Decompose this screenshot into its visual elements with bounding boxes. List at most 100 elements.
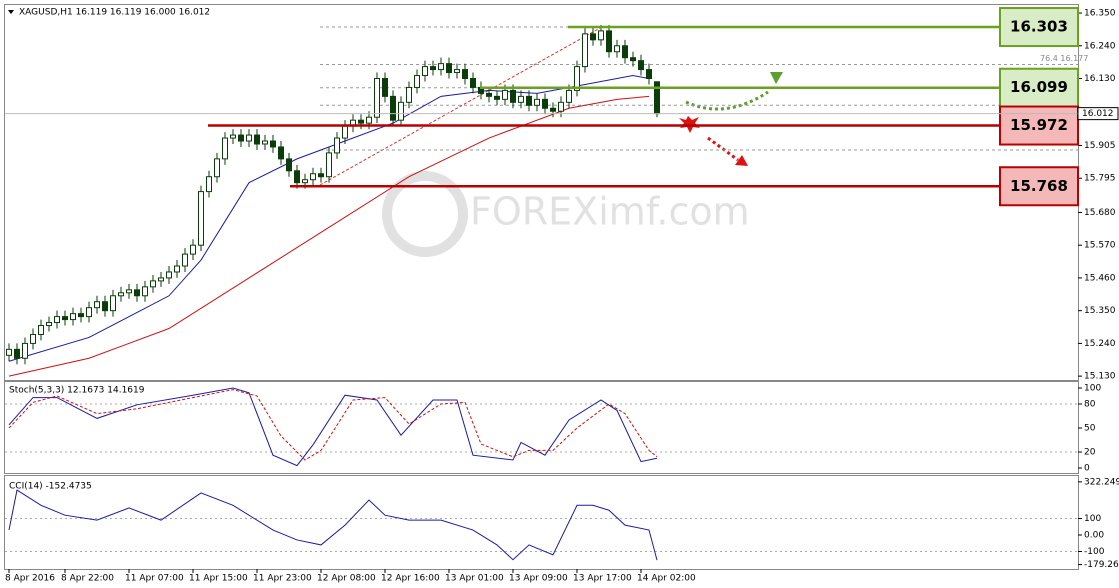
candle-body	[590, 33, 596, 41]
candle-body	[102, 301, 108, 312]
y-tick-label: 16.350	[1084, 9, 1116, 19]
candle-body	[6, 348, 12, 356]
level-box	[999, 67, 1079, 108]
candle-body	[30, 333, 36, 344]
candle-body	[326, 152, 332, 178]
indicator-line	[8, 489, 658, 561]
candle-body	[462, 69, 468, 80]
level-label: 16.303	[1010, 18, 1068, 36]
candle-body	[510, 89, 516, 103]
candle-body	[526, 95, 532, 106]
candle-body	[86, 307, 92, 318]
candle-body	[126, 289, 132, 294]
current-price-label: 16.012	[1082, 109, 1114, 119]
candle-body	[62, 316, 68, 321]
candle-body	[502, 89, 508, 100]
watermark-logo	[382, 171, 468, 257]
candle-body	[174, 265, 180, 273]
candle-body	[534, 98, 540, 106]
candle-body	[230, 134, 236, 139]
level-box	[999, 105, 1079, 146]
candle-body	[38, 325, 44, 335]
up-arrow-head	[770, 72, 783, 84]
y-tick-label: 15.130	[1084, 372, 1116, 382]
candle-body	[494, 95, 500, 100]
candle-body	[70, 313, 76, 321]
y-tick-label: 0	[1084, 464, 1090, 474]
candle-body	[270, 140, 276, 148]
down-arrow-head	[735, 155, 748, 166]
candle-body	[358, 119, 364, 124]
level-label: 15.972	[1010, 116, 1068, 134]
x-tick-label: 12 Apr 08:00	[317, 574, 376, 584]
candle-body	[294, 170, 300, 184]
y-tick-label: 80	[1084, 400, 1096, 410]
candle-body	[166, 271, 172, 279]
y-tick-label: 0.00	[1084, 531, 1104, 541]
chart-title: XAGUSD,H1 16.119 16.119 16.000 16.012	[19, 8, 210, 18]
x-tick-label: 11 Apr 23:00	[253, 574, 312, 584]
candle-body	[246, 134, 252, 142]
candle-body	[630, 57, 636, 62]
cci-title: CCI(14) -152.4735	[9, 482, 92, 492]
candle-body	[78, 313, 84, 318]
x-tick-label: 8 Apr 2016	[5, 574, 55, 584]
candle-body	[454, 69, 460, 74]
x-tick-label: 8 Apr 22:00	[61, 574, 114, 584]
stoch-title: Stoch(5,3,3) 12.1673 14.1619	[9, 386, 145, 396]
level-label: 15.768	[1010, 177, 1068, 195]
y-tick-label: 100	[1084, 384, 1101, 394]
y-tick-label: -179.264	[1084, 560, 1119, 570]
y-tick-label: 15.680	[1084, 208, 1116, 218]
candle-body	[222, 137, 228, 160]
x-tick-label: 11 Apr 07:00	[125, 574, 184, 584]
y-tick-label: -100	[1084, 547, 1105, 557]
x-tick-label: 11 Apr 15:00	[189, 574, 248, 584]
candle-body	[446, 63, 452, 74]
candle-body	[574, 66, 580, 91]
candle-body	[150, 280, 156, 288]
candle-body	[254, 134, 260, 145]
y-tick-label: 100	[1084, 514, 1101, 524]
candle-body	[54, 316, 60, 324]
candle-body	[486, 92, 492, 97]
candle-body	[414, 75, 420, 88]
candle-body	[46, 322, 52, 327]
candle-body	[262, 140, 268, 145]
y-tick-label: 15.795	[1084, 174, 1116, 184]
candle-body	[198, 191, 204, 246]
candle-body	[550, 107, 556, 112]
level-box	[999, 7, 1079, 48]
candle-body	[382, 78, 388, 97]
candle-body	[430, 66, 436, 71]
candle-body	[118, 292, 124, 297]
y-tick-label: 20	[1084, 448, 1096, 458]
trend-line	[319, 27, 601, 186]
indicator-line	[8, 95, 650, 377]
candle-body	[318, 173, 324, 178]
x-tick-label: 13 Apr 09:00	[509, 574, 568, 584]
indicator-line	[8, 389, 658, 461]
candle-body	[438, 63, 444, 71]
candle-body	[518, 95, 524, 103]
cci-panel	[4, 475, 1079, 570]
candle-body	[398, 101, 404, 121]
candle-body	[390, 95, 396, 121]
candle-body	[422, 66, 428, 77]
candle-body	[110, 295, 116, 312]
candle-body	[614, 45, 620, 53]
y-tick-label: 15.905	[1084, 141, 1116, 151]
candle-body	[342, 125, 348, 139]
candle-body	[206, 176, 212, 193]
y-tick-label: 322.2499	[1084, 477, 1119, 487]
x-tick-label: 13 Apr 17:00	[573, 574, 632, 584]
candle-body	[406, 86, 412, 103]
x-tick-label: 14 Apr 02:00	[637, 574, 696, 584]
candle-body	[190, 244, 196, 255]
y-tick-label: 16.240	[1084, 41, 1116, 51]
candle-body	[134, 289, 140, 297]
candle-body	[470, 78, 476, 88]
candle-body	[582, 33, 588, 68]
down-arrow	[707, 136, 739, 162]
candle-body	[302, 179, 308, 184]
